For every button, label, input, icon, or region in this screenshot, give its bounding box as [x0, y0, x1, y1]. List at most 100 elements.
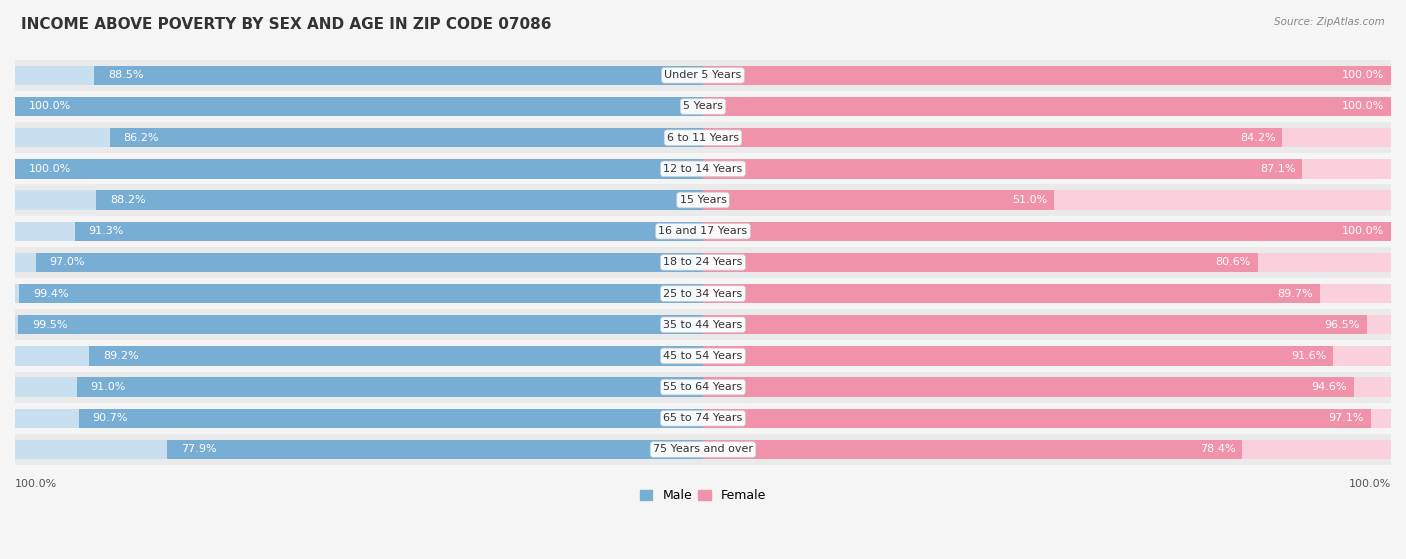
Bar [15, 346, 703, 366]
Bar [15, 309, 1391, 340]
Bar [703, 221, 1391, 241]
Text: 45 to 54 Years: 45 to 54 Years [664, 351, 742, 361]
Bar [110, 128, 703, 148]
Bar [703, 65, 1391, 85]
Bar [703, 377, 1391, 397]
Bar [79, 409, 703, 428]
Text: 80.6%: 80.6% [1215, 257, 1251, 267]
Bar [15, 122, 1391, 153]
Bar [703, 97, 1391, 116]
Bar [15, 278, 1391, 309]
Text: 78.4%: 78.4% [1199, 444, 1236, 454]
Bar [703, 315, 1367, 334]
Bar [703, 253, 1257, 272]
Bar [15, 159, 703, 178]
Bar [15, 377, 703, 397]
Text: 100.0%: 100.0% [15, 479, 58, 489]
Bar [15, 221, 703, 241]
Bar [15, 184, 1391, 216]
Text: 100.0%: 100.0% [1341, 102, 1384, 111]
Bar [15, 340, 1391, 372]
Bar [15, 253, 703, 272]
Text: 99.5%: 99.5% [32, 320, 67, 330]
Text: 6 to 11 Years: 6 to 11 Years [666, 132, 740, 143]
Bar [703, 440, 1391, 459]
Bar [15, 247, 1391, 278]
Text: 100.0%: 100.0% [1341, 226, 1384, 236]
Text: 97.1%: 97.1% [1329, 413, 1364, 423]
Text: 88.2%: 88.2% [110, 195, 146, 205]
Bar [703, 191, 1391, 210]
Text: 18 to 24 Years: 18 to 24 Years [664, 257, 742, 267]
Text: 100.0%: 100.0% [1348, 479, 1391, 489]
Text: 87.1%: 87.1% [1260, 164, 1295, 174]
Bar [75, 221, 703, 241]
Text: Under 5 Years: Under 5 Years [665, 70, 741, 80]
Bar [94, 65, 703, 85]
Bar [15, 409, 703, 428]
Bar [15, 440, 703, 459]
Text: 89.7%: 89.7% [1278, 288, 1313, 299]
Bar [96, 191, 703, 210]
Bar [15, 191, 703, 210]
Text: 91.6%: 91.6% [1291, 351, 1326, 361]
Bar [703, 315, 1391, 334]
Text: 90.7%: 90.7% [93, 413, 128, 423]
Bar [703, 253, 1391, 272]
Bar [15, 97, 703, 116]
Bar [703, 377, 1354, 397]
Bar [703, 346, 1333, 366]
Text: 12 to 14 Years: 12 to 14 Years [664, 164, 742, 174]
Legend: Male, Female: Male, Female [636, 485, 770, 508]
Text: 55 to 64 Years: 55 to 64 Years [664, 382, 742, 392]
Bar [90, 346, 703, 366]
Bar [15, 97, 703, 116]
Text: 5 Years: 5 Years [683, 102, 723, 111]
Bar [703, 128, 1282, 148]
Text: 100.0%: 100.0% [28, 102, 72, 111]
Bar [703, 284, 1391, 303]
Bar [703, 191, 1054, 210]
Bar [15, 159, 703, 178]
Bar [15, 128, 703, 148]
Bar [15, 60, 1391, 91]
Bar [15, 372, 1391, 402]
Text: 86.2%: 86.2% [124, 132, 159, 143]
Text: 100.0%: 100.0% [1341, 70, 1384, 80]
Bar [703, 409, 1371, 428]
Text: 75 Years and over: 75 Years and over [652, 444, 754, 454]
Text: 100.0%: 100.0% [28, 164, 72, 174]
Text: 91.0%: 91.0% [90, 382, 127, 392]
Bar [167, 440, 703, 459]
Bar [15, 65, 703, 85]
Text: INCOME ABOVE POVERTY BY SEX AND AGE IN ZIP CODE 07086: INCOME ABOVE POVERTY BY SEX AND AGE IN Z… [21, 17, 551, 32]
Text: 77.9%: 77.9% [181, 444, 217, 454]
Bar [703, 128, 1391, 148]
Bar [15, 153, 1391, 184]
Bar [18, 315, 703, 334]
Bar [703, 221, 1391, 241]
Text: 51.0%: 51.0% [1012, 195, 1047, 205]
Bar [15, 402, 1391, 434]
Bar [15, 315, 703, 334]
Bar [20, 284, 703, 303]
Bar [703, 346, 1391, 366]
Text: 91.3%: 91.3% [89, 226, 124, 236]
Bar [15, 434, 1391, 465]
Text: 99.4%: 99.4% [32, 288, 69, 299]
Text: 88.5%: 88.5% [108, 70, 143, 80]
Bar [703, 159, 1302, 178]
Text: 97.0%: 97.0% [49, 257, 84, 267]
Bar [15, 284, 703, 303]
Bar [703, 409, 1391, 428]
Text: 65 to 74 Years: 65 to 74 Years [664, 413, 742, 423]
Text: 89.2%: 89.2% [103, 351, 139, 361]
Text: 15 Years: 15 Years [679, 195, 727, 205]
Bar [703, 440, 1243, 459]
Bar [15, 216, 1391, 247]
Text: 84.2%: 84.2% [1240, 132, 1275, 143]
Bar [703, 65, 1391, 85]
Bar [77, 377, 703, 397]
Text: Source: ZipAtlas.com: Source: ZipAtlas.com [1274, 17, 1385, 27]
Text: 16 and 17 Years: 16 and 17 Years [658, 226, 748, 236]
